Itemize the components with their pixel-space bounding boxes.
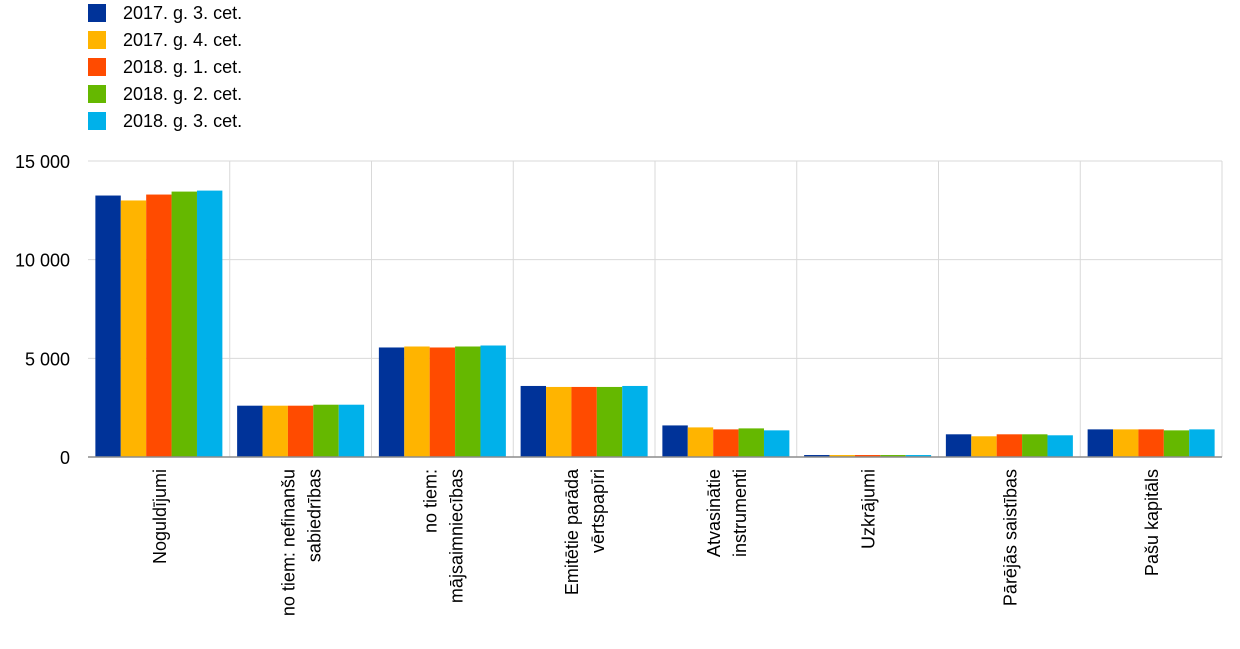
y-tick-label: 10 000 (15, 251, 70, 271)
x-tick-label-5: Atvasinātie instrumenti (704, 469, 750, 557)
legend-label-1: 2017. g. 3. cet. (123, 2, 243, 23)
legend-label-4: 2018. g. 2. cet. (123, 83, 243, 104)
bar-4-4 (596, 386, 623, 457)
bar-1-3 (378, 347, 405, 457)
x-tick-label-2: no tiem: nefinanšu sabiedrības (279, 469, 325, 616)
x-tick-label-line: Pārējās saistības (1000, 469, 1020, 606)
x-tick-label-8: Pašu kapitāls (1142, 469, 1162, 576)
bar-3-6 (854, 455, 881, 457)
x-tick-label-line: Atvasinātie (704, 469, 724, 557)
bar-4-7 (1022, 434, 1048, 457)
bar-5-4 (622, 385, 648, 457)
bar-1-6 (804, 455, 830, 457)
x-tick-label-6: Uzkrājumi (859, 469, 879, 549)
x-tick-label-line: Emitētie parāda (562, 468, 582, 595)
x-tick-label-4: Emitētie parāda vērtspapīri (562, 468, 608, 595)
bar-2-2 (262, 405, 288, 457)
bar-5-6 (905, 455, 932, 457)
bar-5-7 (1047, 435, 1073, 457)
legend-item-3[interactable]: 2018. g. 1. cet. (88, 56, 242, 78)
legend-swatch-1 (88, 4, 106, 22)
bar-3-5 (713, 429, 739, 457)
legend-swatch-2 (88, 31, 106, 49)
x-tick-label-line: no tiem: nefinanšu (279, 469, 299, 616)
x-tick-label-line: vērtspapīri (588, 469, 608, 553)
legend-item-2[interactable]: 2017. g. 4. cet. (88, 29, 242, 51)
bar-3-4 (571, 386, 597, 457)
legend-item-1[interactable]: 2017. g. 3. cet. (88, 2, 242, 24)
legend-label-3: 2018. g. 1. cet. (123, 56, 243, 77)
bar-1-5 (662, 425, 688, 457)
x-tick-label-7: Pārējās saistības (1000, 469, 1020, 606)
bar-5-5 (763, 430, 790, 457)
y-tick-label: 5 000 (25, 349, 70, 369)
bar-4-1 (171, 191, 197, 457)
bar-4-5 (738, 428, 764, 457)
bar-4-2 (313, 404, 339, 457)
bar-3-3 (429, 347, 456, 457)
x-tick-label-line: Uzkrājumi (859, 469, 879, 549)
bar-3-7 (996, 434, 1023, 457)
legend-swatch-3 (88, 58, 106, 76)
legend-swatch-5 (88, 112, 106, 130)
x-tick-label-line: sabiedrības (305, 469, 325, 562)
x-tick-label-line: Noguldījumi (150, 469, 170, 564)
y-tick-label: 15 000 (15, 152, 70, 172)
bar-5-1 (196, 190, 223, 457)
bar-4-6 (880, 455, 906, 457)
bar-1-8 (1087, 429, 1114, 457)
bar-3-1 (146, 194, 172, 457)
bar-2-6 (829, 455, 855, 457)
x-tick-label-1: Noguldījumi (150, 469, 170, 564)
y-tick-label: 0 (60, 448, 70, 468)
bar-5-2 (338, 404, 365, 457)
bar-1-7 (945, 434, 972, 457)
bar-1-4 (520, 385, 547, 457)
bar-1-2 (237, 405, 263, 457)
bar-4-8 (1163, 430, 1190, 457)
bar-2-3 (404, 346, 430, 457)
x-tick-label-3: no tiem: mājsaimniecības (420, 469, 466, 603)
bar-2-5 (687, 427, 714, 457)
legend-swatch-4 (88, 85, 106, 103)
bar-2-1 (120, 200, 147, 457)
legend-item-5[interactable]: 2018. g. 3. cet. (88, 110, 242, 132)
x-tick-label-line: instrumenti (730, 469, 750, 557)
bar-1-1 (95, 195, 121, 458)
x-tick-label-line: Pašu kapitāls (1142, 469, 1162, 576)
legend-label-2: 2017. g. 4. cet. (123, 29, 243, 50)
bar-5-8 (1189, 429, 1215, 457)
bar-2-4 (546, 386, 572, 457)
bar-4-3 (455, 346, 481, 457)
bar-3-2 (287, 405, 314, 457)
bar-5-3 (480, 345, 506, 457)
legend-item-4[interactable]: 2018. g. 2. cet. (88, 83, 242, 105)
bar-2-8 (1113, 429, 1139, 457)
legend-label-5: 2018. g. 3. cet. (123, 110, 243, 131)
x-tick-label-line: no tiem: (420, 469, 440, 533)
bar-2-7 (971, 436, 997, 457)
bar-3-8 (1138, 429, 1164, 457)
x-tick-label-line: mājsaimniecības (446, 469, 466, 603)
